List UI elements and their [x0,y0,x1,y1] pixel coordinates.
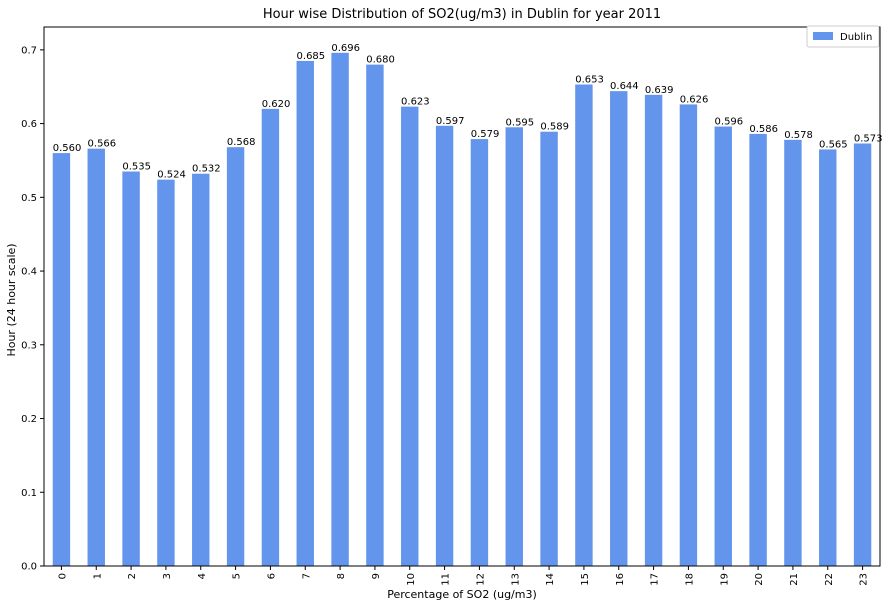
bar-15 [575,84,593,566]
chart-title: Hour wise Distribution of SO2(ug/m3) in … [263,7,661,22]
y-tick-label-6: 0.6 [21,119,37,130]
bar-23 [853,143,872,567]
bar-18 [679,104,698,567]
bar-20 [749,133,767,566]
x-tick-label-2: 2 [127,573,138,579]
data-label-22: 0.565 [819,139,848,150]
bar-5 [226,147,245,566]
bar-1 [87,148,105,566]
y-axis: 0.0 0.1 0.2 0.3 0.4 0.5 0.6 0.7 [21,45,44,573]
y-tick-label-7: 0.7 [21,45,37,56]
bar-12 [470,139,489,567]
bar-3 [157,179,175,566]
y-tick-label-2: 0.2 [21,414,37,425]
x-tick-label-22: 22 [824,573,835,586]
x-tick-label-21: 21 [789,573,800,586]
x-tick-label-1: 1 [92,573,103,579]
bar-6 [261,108,280,566]
legend: Dublin [806,25,880,48]
data-label-17: 0.639 [645,85,674,96]
x-tick-label-23: 23 [859,573,870,586]
bar-2 [122,171,140,566]
x-tick-label-7: 7 [301,573,312,579]
y-axis-label: Hour (24 hour scale) [5,243,18,356]
x-tick-label-10: 10 [406,573,417,586]
data-label-2: 0.535 [122,162,151,173]
x-tick-label-6: 6 [266,573,277,579]
data-label-9: 0.680 [366,55,395,66]
bar-22 [819,149,837,566]
data-labels-group: 0.560 0.566 0.535 0.524 0.532 0.568 0.620 0.685… [53,43,883,181]
x-tick-label-15: 15 [580,573,591,586]
data-label-16: 0.644 [610,81,639,92]
bar-0 [52,153,71,566]
x-tick-label-4: 4 [197,573,208,579]
y-tick-label-1: 0.1 [21,488,37,499]
data-label-0: 0.560 [53,143,82,154]
data-label-18: 0.626 [680,94,709,105]
bar-21 [784,139,802,566]
y-tick-label-5: 0.5 [21,193,37,204]
data-label-1: 0.566 [88,139,117,150]
y-tick-label-4: 0.4 [21,267,37,278]
x-tick-label-12: 12 [475,573,486,586]
data-label-3: 0.524 [157,170,186,181]
bar-7 [296,60,314,567]
bar-8 [331,52,349,566]
data-label-19: 0.596 [715,117,744,128]
data-label-11: 0.597 [436,116,465,127]
data-label-5: 0.568 [227,137,256,148]
x-tick-label-13: 13 [510,573,521,586]
data-label-13: 0.595 [506,117,535,128]
data-label-6: 0.620 [262,99,291,110]
plot-frame [43,26,881,567]
data-label-8: 0.696 [331,43,360,54]
x-tick-label-18: 18 [684,573,695,586]
data-label-15: 0.653 [575,75,604,86]
y-tick-label-3: 0.3 [21,340,37,351]
legend-swatch [813,32,833,40]
bars-group [52,52,872,567]
x-tick-label-19: 19 [719,573,730,586]
bar-14 [540,131,558,567]
data-label-4: 0.532 [192,164,221,175]
data-label-23: 0.573 [854,134,883,145]
y-tick-label-0: 0.0 [21,562,37,573]
data-label-14: 0.589 [540,122,569,133]
x-tick-label-8: 8 [336,573,347,579]
bar-19 [714,126,732,567]
bar-11 [435,125,454,566]
x-tick-label-9: 9 [371,573,382,579]
data-label-10: 0.623 [401,97,430,108]
x-tick-label-5: 5 [232,573,243,579]
x-axis: 0 1 2 3 4 5 6 7 8 9 10 11 12 13 14 15 16 17 18 19 20 21 22 23 [57,566,870,586]
x-axis-label: Percentage of SO2 (ug/m3) [387,588,537,601]
bar-4 [192,173,210,566]
x-tick-label-3: 3 [162,573,173,579]
data-label-20: 0.586 [749,124,778,135]
x-tick-label-11: 11 [441,573,452,586]
x-tick-label-20: 20 [754,573,765,586]
legend-label: Dublin [840,32,872,43]
x-tick-label-14: 14 [545,573,556,586]
data-label-7: 0.685 [297,51,326,62]
bar-17 [644,94,663,566]
data-label-21: 0.578 [784,130,813,141]
bar-9 [366,64,384,567]
x-tick-label-17: 17 [650,573,661,586]
data-label-12: 0.579 [471,129,500,140]
bar-16 [610,91,628,566]
x-tick-label-0: 0 [57,573,68,579]
bar-10 [401,106,419,567]
x-tick-label-16: 16 [615,573,626,586]
bar-13 [505,127,523,567]
legend-box [806,25,880,48]
